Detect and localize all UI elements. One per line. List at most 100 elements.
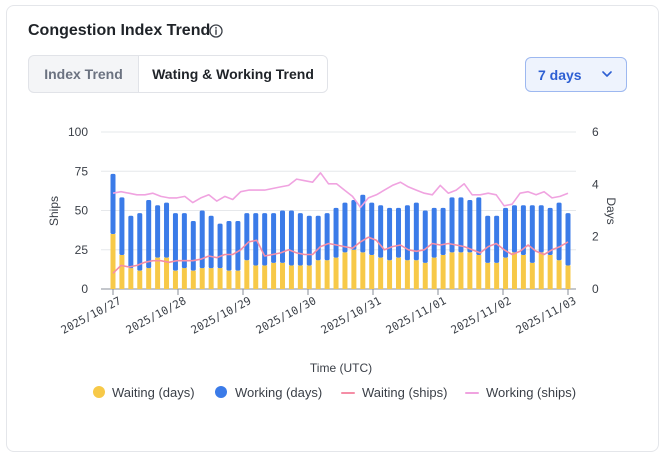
bar-waiting-days[interactable] — [164, 257, 170, 289]
bar-working-days[interactable] — [556, 202, 562, 261]
bar-working-days[interactable] — [476, 197, 482, 255]
bar-waiting-days[interactable] — [208, 268, 214, 289]
bar-waiting-days[interactable] — [520, 254, 526, 289]
bar-waiting-days[interactable] — [547, 254, 553, 289]
bar-working-days[interactable] — [520, 205, 526, 255]
bar-waiting-days[interactable] — [467, 252, 473, 289]
bar-waiting-days[interactable] — [511, 252, 517, 289]
bar-waiting-days[interactable] — [449, 252, 455, 289]
bar-working-days[interactable] — [110, 173, 116, 235]
bar-working-days[interactable] — [494, 215, 500, 263]
bar-working-days[interactable] — [511, 205, 517, 253]
bar-waiting-days[interactable] — [458, 252, 464, 289]
bar-working-days[interactable] — [297, 213, 303, 266]
bar-working-days[interactable] — [244, 213, 250, 261]
bar-waiting-days[interactable] — [387, 260, 393, 289]
bar-waiting-days[interactable] — [485, 262, 491, 289]
bar-working-days[interactable] — [262, 213, 268, 266]
bar-waiting-days[interactable] — [360, 252, 366, 289]
bar-waiting-days[interactable] — [110, 234, 116, 289]
bar-waiting-days[interactable] — [440, 254, 446, 289]
line-waiting-ships[interactable] — [112, 236, 569, 274]
bar-waiting-days[interactable] — [378, 257, 384, 289]
bar-working-days[interactable] — [440, 207, 446, 255]
bar-working-days[interactable] — [164, 202, 170, 258]
bar-waiting-days[interactable] — [288, 265, 294, 289]
bar-working-days[interactable] — [449, 197, 455, 253]
bar-working-days[interactable] — [538, 205, 544, 253]
bar-working-days[interactable] — [181, 213, 187, 269]
bar-working-days[interactable] — [235, 220, 241, 271]
bar-working-days[interactable] — [271, 213, 277, 263]
bar-waiting-days[interactable] — [199, 268, 205, 289]
bar-waiting-days[interactable] — [253, 265, 259, 289]
bar-waiting-days[interactable] — [556, 260, 562, 289]
bar-working-days[interactable] — [172, 213, 178, 271]
bar-waiting-days[interactable] — [342, 252, 348, 289]
bar-working-days[interactable] — [253, 213, 259, 266]
bar-waiting-days[interactable] — [297, 265, 303, 289]
bar-working-days[interactable] — [128, 215, 134, 269]
bar-working-days[interactable] — [306, 215, 312, 266]
bar-waiting-days[interactable] — [119, 254, 125, 289]
bar-waiting-days[interactable] — [262, 265, 268, 289]
bar-working-days[interactable] — [422, 210, 428, 263]
bar-waiting-days[interactable] — [280, 262, 286, 289]
bar-waiting-days[interactable] — [476, 254, 482, 289]
bar-waiting-days[interactable] — [404, 260, 410, 289]
bar-waiting-days[interactable] — [494, 262, 500, 289]
bar-waiting-days[interactable] — [190, 270, 196, 289]
bar-waiting-days[interactable] — [413, 260, 419, 289]
bar-working-days[interactable] — [503, 207, 509, 258]
bar-waiting-days[interactable] — [172, 270, 178, 289]
bar-working-days[interactable] — [137, 213, 143, 271]
bar-working-days[interactable] — [155, 205, 161, 258]
tab-wating-working-trend[interactable]: Wating & Working Trend — [138, 56, 327, 92]
bar-working-days[interactable] — [119, 197, 125, 255]
bar-working-days[interactable] — [199, 210, 205, 269]
bar-waiting-days[interactable] — [306, 265, 312, 289]
bar-waiting-days[interactable] — [395, 257, 401, 289]
bar-working-days[interactable] — [351, 200, 357, 250]
bar-working-days[interactable] — [458, 197, 464, 253]
bar-working-days[interactable] — [369, 202, 375, 255]
bar-waiting-days[interactable] — [128, 268, 134, 289]
bar-waiting-days[interactable] — [369, 254, 375, 289]
bar-working-days[interactable] — [288, 210, 294, 266]
bar-waiting-days[interactable] — [324, 260, 330, 289]
bar-working-days[interactable] — [387, 207, 393, 261]
bar-working-days[interactable] — [342, 202, 348, 253]
bar-waiting-days[interactable] — [538, 252, 544, 289]
bar-waiting-days[interactable] — [181, 268, 187, 289]
bar-working-days[interactable] — [467, 200, 473, 253]
bar-waiting-days[interactable] — [503, 257, 509, 289]
bar-working-days[interactable] — [404, 205, 410, 261]
bar-waiting-days[interactable] — [146, 268, 152, 289]
bar-working-days[interactable] — [315, 215, 321, 261]
bar-working-days[interactable] — [324, 213, 330, 261]
bar-waiting-days[interactable] — [271, 262, 277, 289]
bar-working-days[interactable] — [190, 220, 196, 271]
bar-working-days[interactable] — [217, 223, 223, 269]
bar-working-days[interactable] — [360, 194, 366, 253]
bar-working-days[interactable] — [529, 205, 535, 263]
info-circle-icon[interactable] — [209, 24, 223, 38]
bar-working-days[interactable] — [547, 207, 553, 255]
bar-working-days[interactable] — [565, 213, 571, 266]
bar-waiting-days[interactable] — [217, 268, 223, 289]
bar-waiting-days[interactable] — [565, 265, 571, 289]
bar-working-days[interactable] — [146, 200, 152, 269]
bar-working-days[interactable] — [333, 207, 339, 258]
bar-waiting-days[interactable] — [529, 262, 535, 289]
bar-waiting-days[interactable] — [431, 257, 437, 289]
bar-working-days[interactable] — [485, 215, 491, 263]
bar-waiting-days[interactable] — [155, 257, 161, 289]
tab-index-trend[interactable]: Index Trend — [44, 66, 123, 82]
line-working-ships[interactable] — [112, 172, 569, 209]
bar-working-days[interactable] — [208, 215, 214, 269]
bar-waiting-days[interactable] — [422, 262, 428, 289]
bar-working-days[interactable] — [413, 202, 419, 261]
bar-waiting-days[interactable] — [315, 260, 321, 289]
bar-waiting-days[interactable] — [351, 249, 357, 289]
bar-waiting-days[interactable] — [235, 270, 241, 289]
